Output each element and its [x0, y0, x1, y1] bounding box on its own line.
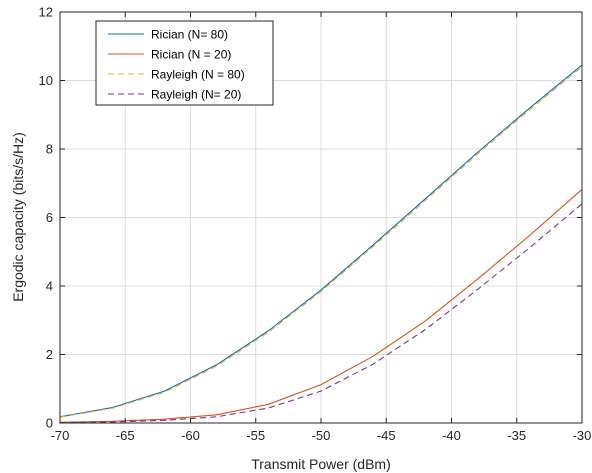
y-tick-label: 0 [46, 416, 53, 431]
x-tick-label: -55 [246, 428, 265, 443]
x-tick-label: -45 [377, 428, 396, 443]
series-line-3 [59, 66, 583, 418]
x-tick-label: -60 [181, 428, 200, 443]
series-line-2 [59, 188, 583, 423]
ticks: -70 -65 -60 -55 -50 -45 -40 -35 -30 0 2 4 6 8 10 12 [39, 5, 592, 444]
y-tick-label: 4 [46, 279, 53, 294]
x-tick-label: -65 [116, 428, 135, 443]
legend-label: Rician (N = 20) [151, 48, 231, 62]
x-tick-label: -50 [312, 428, 331, 443]
y-tick-label: 8 [46, 142, 53, 157]
legend: Rician (N= 80) Rician (N = 20) Rayleigh (N… [95, 20, 274, 106]
x-tick-label: -35 [507, 428, 526, 443]
legend-label: Rician (N= 80) [151, 28, 228, 42]
y-tick-label: 2 [46, 347, 53, 362]
y-tick-label: 12 [39, 5, 53, 20]
series-layer [59, 64, 583, 424]
x-tick-label: -30 [573, 428, 592, 443]
series-line-1 [59, 64, 583, 418]
y-tick-label: 10 [39, 73, 53, 88]
x-axis-label: Transmit Power (dBm) [251, 456, 391, 472]
legend-label: Rayleigh (N = 80) [151, 68, 245, 82]
y-axis-label: Ergodic capacity (bits/s/Hz) [10, 132, 26, 302]
legend-label: Rayleigh (N= 20) [151, 88, 241, 102]
y-tick-label: 6 [46, 210, 53, 225]
x-tick-label: -40 [442, 428, 461, 443]
series-line-4 [59, 203, 583, 424]
x-tick-label: -70 [51, 428, 70, 443]
legend-box [95, 20, 274, 106]
